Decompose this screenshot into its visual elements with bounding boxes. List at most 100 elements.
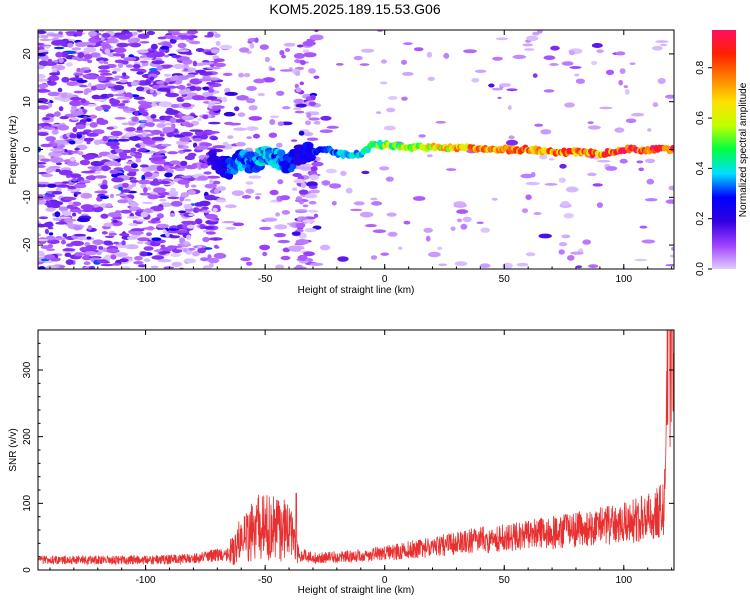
noise-cell (203, 171, 212, 175)
noise-cell (57, 87, 63, 93)
noise-cell (207, 31, 214, 38)
noise-cell (146, 118, 153, 124)
noise-cell (245, 181, 254, 185)
noise-cell (140, 211, 149, 218)
noise-cell (56, 184, 70, 188)
noise-cell (93, 175, 107, 179)
noise-cell (237, 112, 246, 117)
noise-cell (91, 94, 101, 100)
noise-cell (309, 189, 321, 194)
noise-cell (638, 167, 644, 172)
noise-cell (222, 220, 236, 224)
noise-cell (123, 56, 137, 62)
colorbar-tick-label: 0.8 (695, 60, 706, 74)
snr-y-axis-label: SNR (v/v) (8, 428, 19, 471)
x-tick-label: 100 (615, 274, 632, 285)
noise-cell (150, 114, 157, 119)
noise-cell (625, 118, 637, 124)
noise-cell (119, 209, 132, 214)
noise-cell (181, 115, 195, 121)
noise-cell (443, 52, 450, 59)
noise-cell (106, 126, 115, 130)
noise-cell (549, 63, 559, 66)
noise-cell (182, 248, 188, 253)
noise-cell (263, 217, 278, 222)
noise-cell (158, 101, 173, 108)
noise-cell (274, 224, 288, 230)
noise-cell (629, 62, 636, 65)
noise-cell (47, 194, 56, 198)
noise-cell (361, 170, 370, 175)
noise-cell (371, 201, 383, 206)
noise-cell (178, 210, 187, 214)
noise-cell (152, 51, 165, 58)
noise-cell (243, 73, 251, 78)
noise-cell (297, 216, 302, 222)
noise-cell (450, 226, 456, 231)
noise-cell (644, 198, 658, 202)
noise-cell (262, 77, 276, 83)
noise-cell (618, 79, 623, 86)
noise-cell (74, 252, 84, 257)
noise-cell (151, 157, 163, 161)
noise-cell (182, 132, 192, 137)
noise-cell (73, 233, 87, 237)
noise-cell (111, 177, 124, 183)
noise-cell (139, 251, 148, 257)
noise-cell (471, 78, 480, 83)
noise-cell (75, 124, 86, 130)
noise-cell (246, 136, 252, 140)
noise-cell (187, 152, 197, 158)
noise-cell (426, 51, 433, 58)
noise-cell (65, 62, 73, 67)
noise-cell (121, 240, 126, 246)
noise-cell (103, 109, 109, 112)
noise-cell (38, 181, 50, 185)
noise-cell (206, 131, 220, 134)
noise-cell (72, 212, 77, 217)
noise-cell (105, 203, 113, 208)
noise-cell (295, 264, 303, 269)
noise-cell (372, 229, 386, 233)
noise-cell (121, 122, 129, 126)
noise-cell (87, 59, 93, 64)
noise-cell (94, 190, 108, 194)
noise-cell (76, 133, 82, 139)
noise-cell (619, 158, 628, 164)
noise-cell (151, 255, 165, 260)
noise-cell (139, 60, 149, 63)
y-tick-label: 200 (22, 428, 33, 445)
noise-cell (42, 117, 51, 121)
noise-cell (66, 81, 78, 86)
noise-cell (246, 86, 257, 91)
noise-cell (41, 173, 54, 178)
noise-cell (170, 187, 176, 192)
noise-cell (40, 143, 53, 148)
noise-cell (195, 86, 202, 92)
noise-cell (79, 67, 85, 73)
noise-cell (587, 172, 597, 177)
noise-cell (295, 103, 307, 108)
noise-cell (178, 230, 189, 234)
noise-cell (560, 201, 570, 207)
noise-cell (104, 48, 111, 55)
noise-cell (300, 60, 306, 66)
noise-cell (169, 160, 181, 165)
noise-cell (255, 196, 261, 200)
noise-cell (101, 231, 108, 235)
noise-cell (479, 263, 491, 269)
noise-cell (58, 57, 64, 63)
noise-cell (76, 131, 89, 135)
noise-cell (273, 233, 286, 238)
noise-cell (156, 213, 164, 219)
noise-cell (214, 33, 221, 38)
noise-cell (403, 220, 411, 225)
noise-cell (202, 60, 210, 63)
noise-cell (80, 204, 94, 210)
noise-cell (130, 152, 136, 156)
noise-cell (121, 266, 131, 269)
noise-cell (303, 52, 317, 58)
noise-cell (171, 261, 183, 267)
noise-cell (298, 232, 307, 239)
noise-cell (65, 31, 79, 34)
